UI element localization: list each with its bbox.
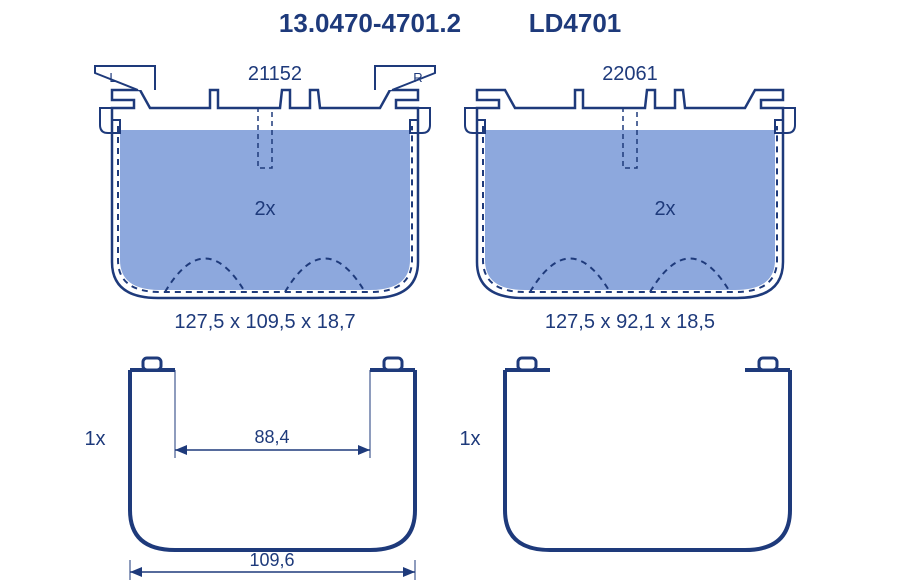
- dim-outer-label: 109,6: [249, 550, 294, 570]
- clip-marker-L: L: [109, 70, 116, 85]
- clip-right-qty: 1x: [459, 428, 480, 450]
- clip-right-slot-r: [759, 358, 777, 370]
- pad-left-dims: 127,5 x 109,5 x 18,7: [174, 311, 355, 333]
- clip-right: 1x: [459, 358, 790, 550]
- clip-left-qty: 1x: [84, 428, 105, 450]
- pad-right-dims: 127,5 x 92,1 x 18,5: [545, 311, 715, 333]
- pad-right: 22061 2x 127,5 x 92,1 x 18,5: [465, 63, 795, 333]
- dim-inner-label: 88,4: [254, 427, 289, 447]
- clip-right-slot-l: [518, 358, 536, 370]
- clip-left-slot-r: [384, 358, 402, 370]
- pad-left-qty: 2x: [254, 198, 275, 220]
- part-number: 13.0470-4701.2: [279, 8, 461, 38]
- pad-left-ref: 21152: [248, 63, 302, 85]
- pad-left-clip-R: [375, 66, 435, 90]
- clip-left-slot-l: [143, 358, 161, 370]
- clip-left-outline: [130, 370, 415, 550]
- pad-left-clip-L: [95, 66, 155, 90]
- dim-inner: 88,4: [175, 370, 370, 458]
- diagram-canvas: 13.0470-4701.2 LD4701 21152 L R 2x 127,5…: [0, 0, 900, 585]
- diagram-svg: 13.0470-4701.2 LD4701 21152 L R 2x 127,5…: [0, 0, 900, 585]
- clip-marker-R: R: [413, 70, 422, 85]
- part-code: LD4701: [529, 8, 622, 38]
- pad-right-fill: [485, 130, 775, 290]
- dim-outer: 109,6: [130, 550, 415, 580]
- pad-right-qty: 2x: [654, 198, 675, 220]
- pad-right-ref: 22061: [602, 63, 658, 85]
- pad-left: 21152 L R 2x 127,5 x 109,5 x 18,7: [95, 63, 435, 333]
- clip-right-outline: [505, 370, 790, 550]
- clip-left: 1x 88,4 109,6: [84, 358, 415, 580]
